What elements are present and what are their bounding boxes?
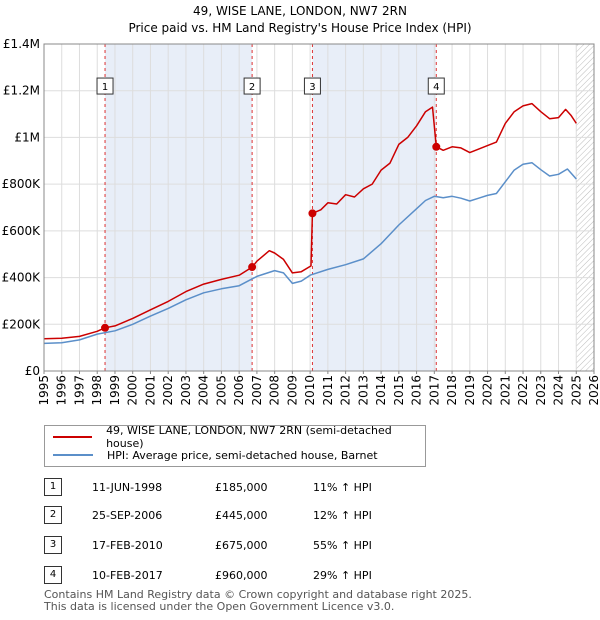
x-tick-label: 1999 bbox=[108, 375, 122, 406]
sale-point bbox=[248, 263, 257, 272]
x-tick-label: 2003 bbox=[179, 375, 193, 406]
legend-swatch-property bbox=[53, 436, 93, 438]
plot-frame bbox=[43, 43, 595, 372]
x-tick-label: 2023 bbox=[534, 375, 548, 406]
transaction-price: £675,000 bbox=[215, 539, 268, 552]
y-tick-label: £400K bbox=[2, 271, 42, 285]
x-tick-label: 2012 bbox=[339, 375, 353, 406]
y-tick-label: £200K bbox=[2, 317, 42, 331]
transaction-price: £445,000 bbox=[215, 509, 268, 522]
shaded-period bbox=[105, 44, 253, 371]
legend: 49, WISE LANE, LONDON, NW7 2RN (semi-det… bbox=[44, 424, 426, 467]
legend-item-hpi: HPI: Average price, semi-detached house,… bbox=[45, 447, 378, 463]
y-tick-label: £600K bbox=[2, 224, 42, 238]
x-tick-label: 2013 bbox=[356, 375, 370, 406]
legend-item-property: 49, WISE LANE, LONDON, NW7 2RN (semi-det… bbox=[45, 424, 425, 450]
x-tick-label: 2019 bbox=[463, 375, 477, 406]
legend-swatch-hpi bbox=[53, 454, 93, 456]
sale-point bbox=[432, 142, 441, 151]
transaction-row: 4 10-FEB-2017 £960,000 29% ↑ HPI bbox=[0, 566, 600, 586]
transaction-hpi: 55% ↑ HPI bbox=[313, 539, 372, 552]
x-tick-label: 2016 bbox=[410, 375, 424, 406]
x-tick-label: 2024 bbox=[552, 375, 566, 406]
marker-box bbox=[427, 77, 445, 95]
price-chart: 1 2 3 4 £0 £200K £400K £600K £800K £1M £1.2M £1.4M… bbox=[2, 37, 600, 406]
x-tick-label: 2020 bbox=[481, 375, 495, 406]
transaction-date: 17-FEB-2010 bbox=[92, 539, 163, 552]
x-tick-label: 2010 bbox=[303, 375, 317, 406]
legend-label-hpi: HPI: Average price, semi-detached house,… bbox=[107, 448, 378, 462]
x-tick-label: 2021 bbox=[498, 375, 512, 406]
marker-label: 1 bbox=[102, 82, 108, 93]
shaded-period bbox=[312, 44, 437, 371]
x-tick-label: 1996 bbox=[55, 375, 69, 406]
x-tick-label: 2015 bbox=[392, 375, 406, 406]
transaction-number: 2 bbox=[44, 506, 62, 524]
transaction-date: 10-FEB-2017 bbox=[92, 569, 163, 582]
sale-point bbox=[308, 209, 317, 218]
transaction-row: 3 17-FEB-2010 £675,000 55% ↑ HPI bbox=[0, 536, 600, 556]
transaction-hpi: 12% ↑ HPI bbox=[313, 509, 372, 522]
legend-label-property: 49, WISE LANE, LONDON, NW7 2RN (semi-det… bbox=[106, 424, 392, 450]
x-tick-label: 2025 bbox=[569, 375, 583, 406]
footer-notice: Contains HM Land Registry data © Crown c… bbox=[44, 589, 472, 613]
x-tick-label: 2004 bbox=[197, 375, 211, 406]
x-tick-label: 2000 bbox=[126, 375, 140, 406]
footer-licence: This data is licensed under the Open Gov… bbox=[44, 600, 395, 613]
transaction-hpi: 29% ↑ HPI bbox=[313, 569, 372, 582]
x-tick-label: 2018 bbox=[445, 375, 459, 406]
transaction-price: £185,000 bbox=[215, 481, 268, 494]
transaction-number: 4 bbox=[44, 566, 62, 584]
x-tick-label: 2001 bbox=[143, 375, 157, 406]
x-tick-label: 2002 bbox=[161, 375, 175, 406]
y-tick-label: £800K bbox=[2, 177, 42, 191]
transaction-number: 3 bbox=[44, 536, 62, 554]
x-tick-label: 2026 bbox=[587, 375, 600, 406]
x-tick-label: 2011 bbox=[321, 375, 335, 406]
hatched-region bbox=[576, 44, 594, 371]
x-tick-label: 2005 bbox=[214, 375, 228, 406]
x-tick-label: 1997 bbox=[72, 375, 86, 406]
marker-box bbox=[96, 77, 114, 95]
property-price-line bbox=[44, 102, 577, 340]
x-tick-label: 1995 bbox=[37, 375, 51, 406]
transaction-price: £960,000 bbox=[215, 569, 268, 582]
marker-box bbox=[243, 77, 261, 95]
transaction-row: 1 11-JUN-1998 £185,000 11% ↑ HPI bbox=[0, 478, 600, 498]
x-tick-label: 2014 bbox=[374, 375, 388, 406]
y-tick-label: £1.4M bbox=[3, 37, 40, 51]
transaction-date: 11-JUN-1998 bbox=[92, 481, 163, 494]
y-tick-label: £1M bbox=[14, 130, 40, 144]
transaction-date: 25-SEP-2006 bbox=[92, 509, 163, 522]
hpi-line bbox=[44, 161, 577, 345]
footer-copyright: Contains HM Land Registry data © Crown c… bbox=[44, 588, 472, 601]
y-tick-label: £1.2M bbox=[3, 84, 40, 98]
x-tick-label: 2022 bbox=[516, 375, 530, 406]
chart-subtitle: Price paid vs. HM Land Registry's House … bbox=[128, 21, 472, 35]
x-tick-label: 2017 bbox=[427, 375, 441, 406]
marker-label: 4 bbox=[433, 82, 439, 93]
transaction-number: 1 bbox=[44, 478, 62, 496]
marker-label: 3 bbox=[309, 82, 315, 93]
transaction-hpi: 11% ↑ HPI bbox=[313, 481, 372, 494]
x-tick-label: 2008 bbox=[268, 375, 282, 406]
marker-label: 2 bbox=[249, 82, 255, 93]
x-tick-label: 2007 bbox=[250, 375, 264, 406]
x-tick-label: 2006 bbox=[232, 375, 246, 406]
x-tick-label: 1998 bbox=[90, 375, 104, 406]
x-tick-label: 2009 bbox=[285, 375, 299, 406]
sale-point bbox=[101, 323, 110, 332]
transaction-row: 2 25-SEP-2006 £445,000 12% ↑ HPI bbox=[0, 506, 600, 526]
chart-title: 49, WISE LANE, LONDON, NW7 2RN bbox=[193, 4, 407, 18]
marker-box bbox=[303, 77, 321, 95]
y-tick-label: £0 bbox=[25, 364, 40, 378]
